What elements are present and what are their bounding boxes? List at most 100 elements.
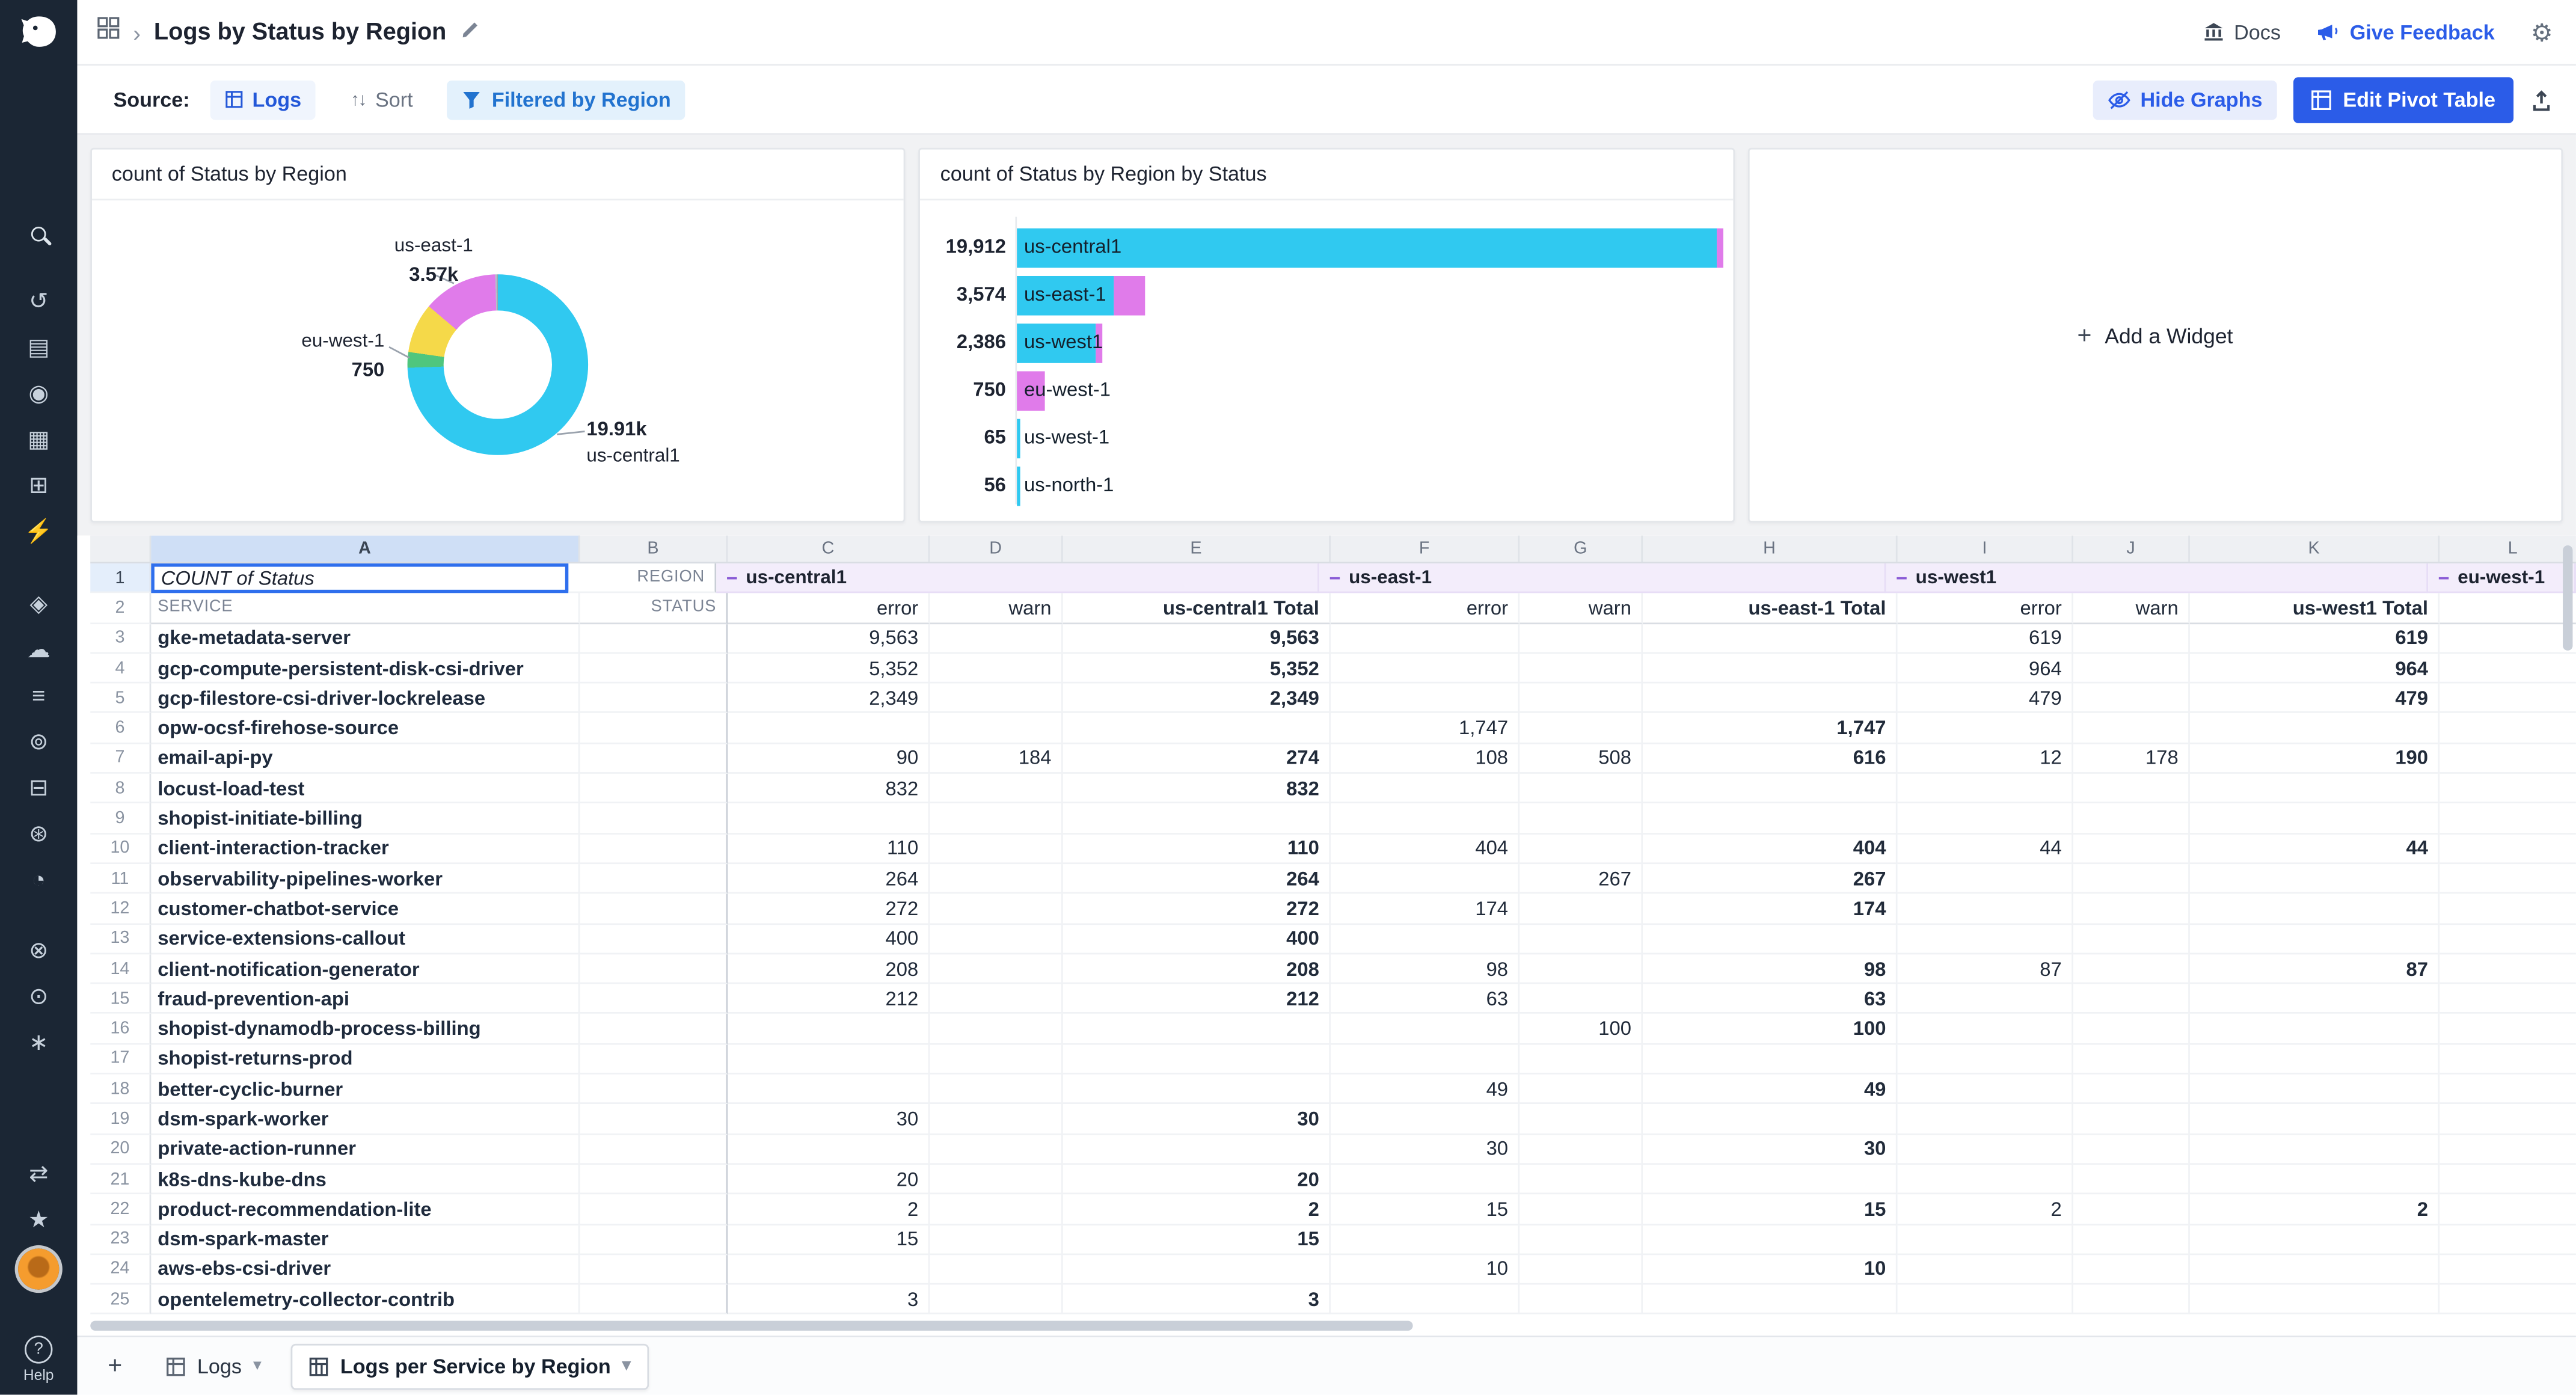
- row-header-14[interactable]: 14: [90, 954, 152, 984]
- cell-C17[interactable]: [728, 1044, 930, 1075]
- cell-L14[interactable]: [2440, 954, 2576, 984]
- column-header-K[interactable]: K: [2190, 535, 2440, 562]
- cell-G16[interactable]: 100: [1520, 1014, 1643, 1044]
- row-header-7[interactable]: 7: [90, 744, 152, 774]
- cell-A15[interactable]: fraud-prevention-api: [151, 984, 580, 1014]
- cell-I8[interactable]: [1897, 774, 2073, 805]
- cell-E13[interactable]: 400: [1063, 924, 1331, 954]
- cell-L15[interactable]: [2440, 984, 2576, 1014]
- cell-H7[interactable]: 616: [1643, 744, 1898, 774]
- edit-pivot-table-button[interactable]: Edit Pivot Table: [2293, 76, 2514, 123]
- row-header-25[interactable]: 25: [90, 1284, 152, 1315]
- cell-I3[interactable]: 619: [1897, 624, 2073, 654]
- row-header-1[interactable]: 1: [90, 563, 152, 594]
- cell-L12[interactable]: [2440, 894, 2576, 924]
- column-header-I[interactable]: I: [1898, 535, 2073, 562]
- cell-A10[interactable]: client-interaction-tracker: [151, 834, 580, 864]
- bar-us-east-1[interactable]: [1017, 275, 1144, 315]
- column-header-C[interactable]: C: [728, 535, 930, 562]
- cell-A1[interactable]: COUNT of Status: [151, 563, 569, 594]
- cell-I9[interactable]: [1897, 804, 2073, 835]
- cell-E22[interactable]: 2: [1063, 1194, 1331, 1225]
- cell-I7[interactable]: 12: [1897, 744, 2073, 774]
- cell-G4[interactable]: [1520, 654, 1643, 684]
- datadog-logo[interactable]: [14, 8, 63, 58]
- cell-K14[interactable]: 87: [2189, 954, 2440, 984]
- column-header-A[interactable]: A: [151, 535, 580, 562]
- cell-J6[interactable]: [2073, 714, 2190, 744]
- sort-button[interactable]: ↑↓ Sort: [336, 80, 428, 120]
- cell-G13[interactable]: [1520, 924, 1643, 954]
- cell-D4[interactable]: [930, 654, 1063, 684]
- cell-B22[interactable]: [580, 1194, 728, 1225]
- cell-L17[interactable]: [2440, 1044, 2576, 1075]
- cell-I20[interactable]: [1897, 1134, 2073, 1165]
- row-header-20[interactable]: 20: [90, 1134, 152, 1165]
- cell-B13[interactable]: [580, 924, 728, 954]
- cell-E23[interactable]: 15: [1063, 1224, 1331, 1255]
- digital-experience-icon[interactable]: ☁: [0, 626, 77, 672]
- cell-K16[interactable]: [2189, 1014, 2440, 1044]
- cell-C2[interactable]: error: [728, 593, 930, 624]
- cell-F7[interactable]: 108: [1331, 744, 1520, 774]
- cell-H9[interactable]: [1643, 804, 1898, 835]
- cell-J8[interactable]: [2073, 774, 2190, 805]
- cell-E19[interactable]: 30: [1063, 1104, 1331, 1135]
- cell-G14[interactable]: [1520, 954, 1643, 984]
- cell-G2[interactable]: warn: [1520, 593, 1643, 624]
- cell-B21[interactable]: [580, 1164, 728, 1195]
- cell-A2[interactable]: SERVICE: [151, 593, 580, 624]
- cell-B12[interactable]: [580, 894, 728, 924]
- row-header-23[interactable]: 23: [90, 1224, 152, 1255]
- cell-K6[interactable]: [2189, 714, 2440, 744]
- cell-G17[interactable]: [1520, 1044, 1643, 1075]
- cell-K24[interactable]: [2189, 1254, 2440, 1285]
- metrics-icon[interactable]: ◔: [0, 856, 77, 901]
- cell-E7[interactable]: 274: [1063, 744, 1331, 774]
- cell-B7[interactable]: [580, 744, 728, 774]
- cell-J21[interactable]: [2073, 1164, 2190, 1195]
- cell-G20[interactable]: [1520, 1134, 1643, 1165]
- cell-I10[interactable]: 44: [1897, 834, 2073, 864]
- cell-J4[interactable]: [2073, 654, 2190, 684]
- cell-H24[interactable]: 10: [1643, 1254, 1898, 1285]
- cell-K20[interactable]: [2189, 1134, 2440, 1165]
- filter-chip[interactable]: Filtered by Region: [447, 79, 686, 120]
- cell-C8[interactable]: 832: [728, 774, 930, 805]
- cell-L19[interactable]: [2440, 1105, 2576, 1135]
- cell-L18[interactable]: [2440, 1075, 2576, 1105]
- cell-C18[interactable]: [728, 1074, 930, 1105]
- cell-F11[interactable]: [1331, 863, 1520, 894]
- cell-C20[interactable]: [728, 1134, 930, 1165]
- cell-K15[interactable]: [2189, 984, 2440, 1014]
- cell-G5[interactable]: [1520, 684, 1643, 714]
- cell-A21[interactable]: k8s-dns-kube-dns: [151, 1164, 580, 1195]
- cell-B11[interactable]: [580, 863, 728, 894]
- cell-A12[interactable]: customer-chatbot-service: [151, 894, 580, 924]
- cell-J3[interactable]: [2073, 624, 2190, 654]
- cell-D24[interactable]: [930, 1254, 1063, 1285]
- cell-B5[interactable]: [580, 684, 728, 714]
- cell-H14[interactable]: 98: [1643, 954, 1898, 984]
- cell-H4[interactable]: [1643, 654, 1898, 684]
- ai-assistant-icon[interactable]: ★: [0, 1196, 77, 1242]
- search-icon[interactable]: [0, 210, 77, 256]
- cell-H23[interactable]: [1643, 1224, 1898, 1255]
- cell-K2[interactable]: us-west1 Total: [2189, 593, 2440, 624]
- cell-D21[interactable]: [930, 1164, 1063, 1195]
- cell-E12[interactable]: 272: [1063, 894, 1331, 924]
- cell-F16[interactable]: [1331, 1014, 1520, 1044]
- cell-J25[interactable]: [2073, 1284, 2190, 1315]
- cell-C12[interactable]: 272: [728, 894, 930, 924]
- row-header-9[interactable]: 9: [90, 804, 152, 835]
- cell-D11[interactable]: [930, 863, 1063, 894]
- cell-K9[interactable]: [2189, 804, 2440, 835]
- row-header-19[interactable]: 19: [90, 1104, 152, 1135]
- cell-L6[interactable]: [2440, 714, 2576, 744]
- cell-H15[interactable]: 63: [1643, 984, 1898, 1014]
- horizontal-scrollbar[interactable]: [90, 1320, 1413, 1331]
- cell-J11[interactable]: [2073, 863, 2190, 894]
- service-management-icon[interactable]: ◈: [0, 580, 77, 625]
- cell-D8[interactable]: [930, 774, 1063, 805]
- cell-E10[interactable]: 110: [1063, 834, 1331, 864]
